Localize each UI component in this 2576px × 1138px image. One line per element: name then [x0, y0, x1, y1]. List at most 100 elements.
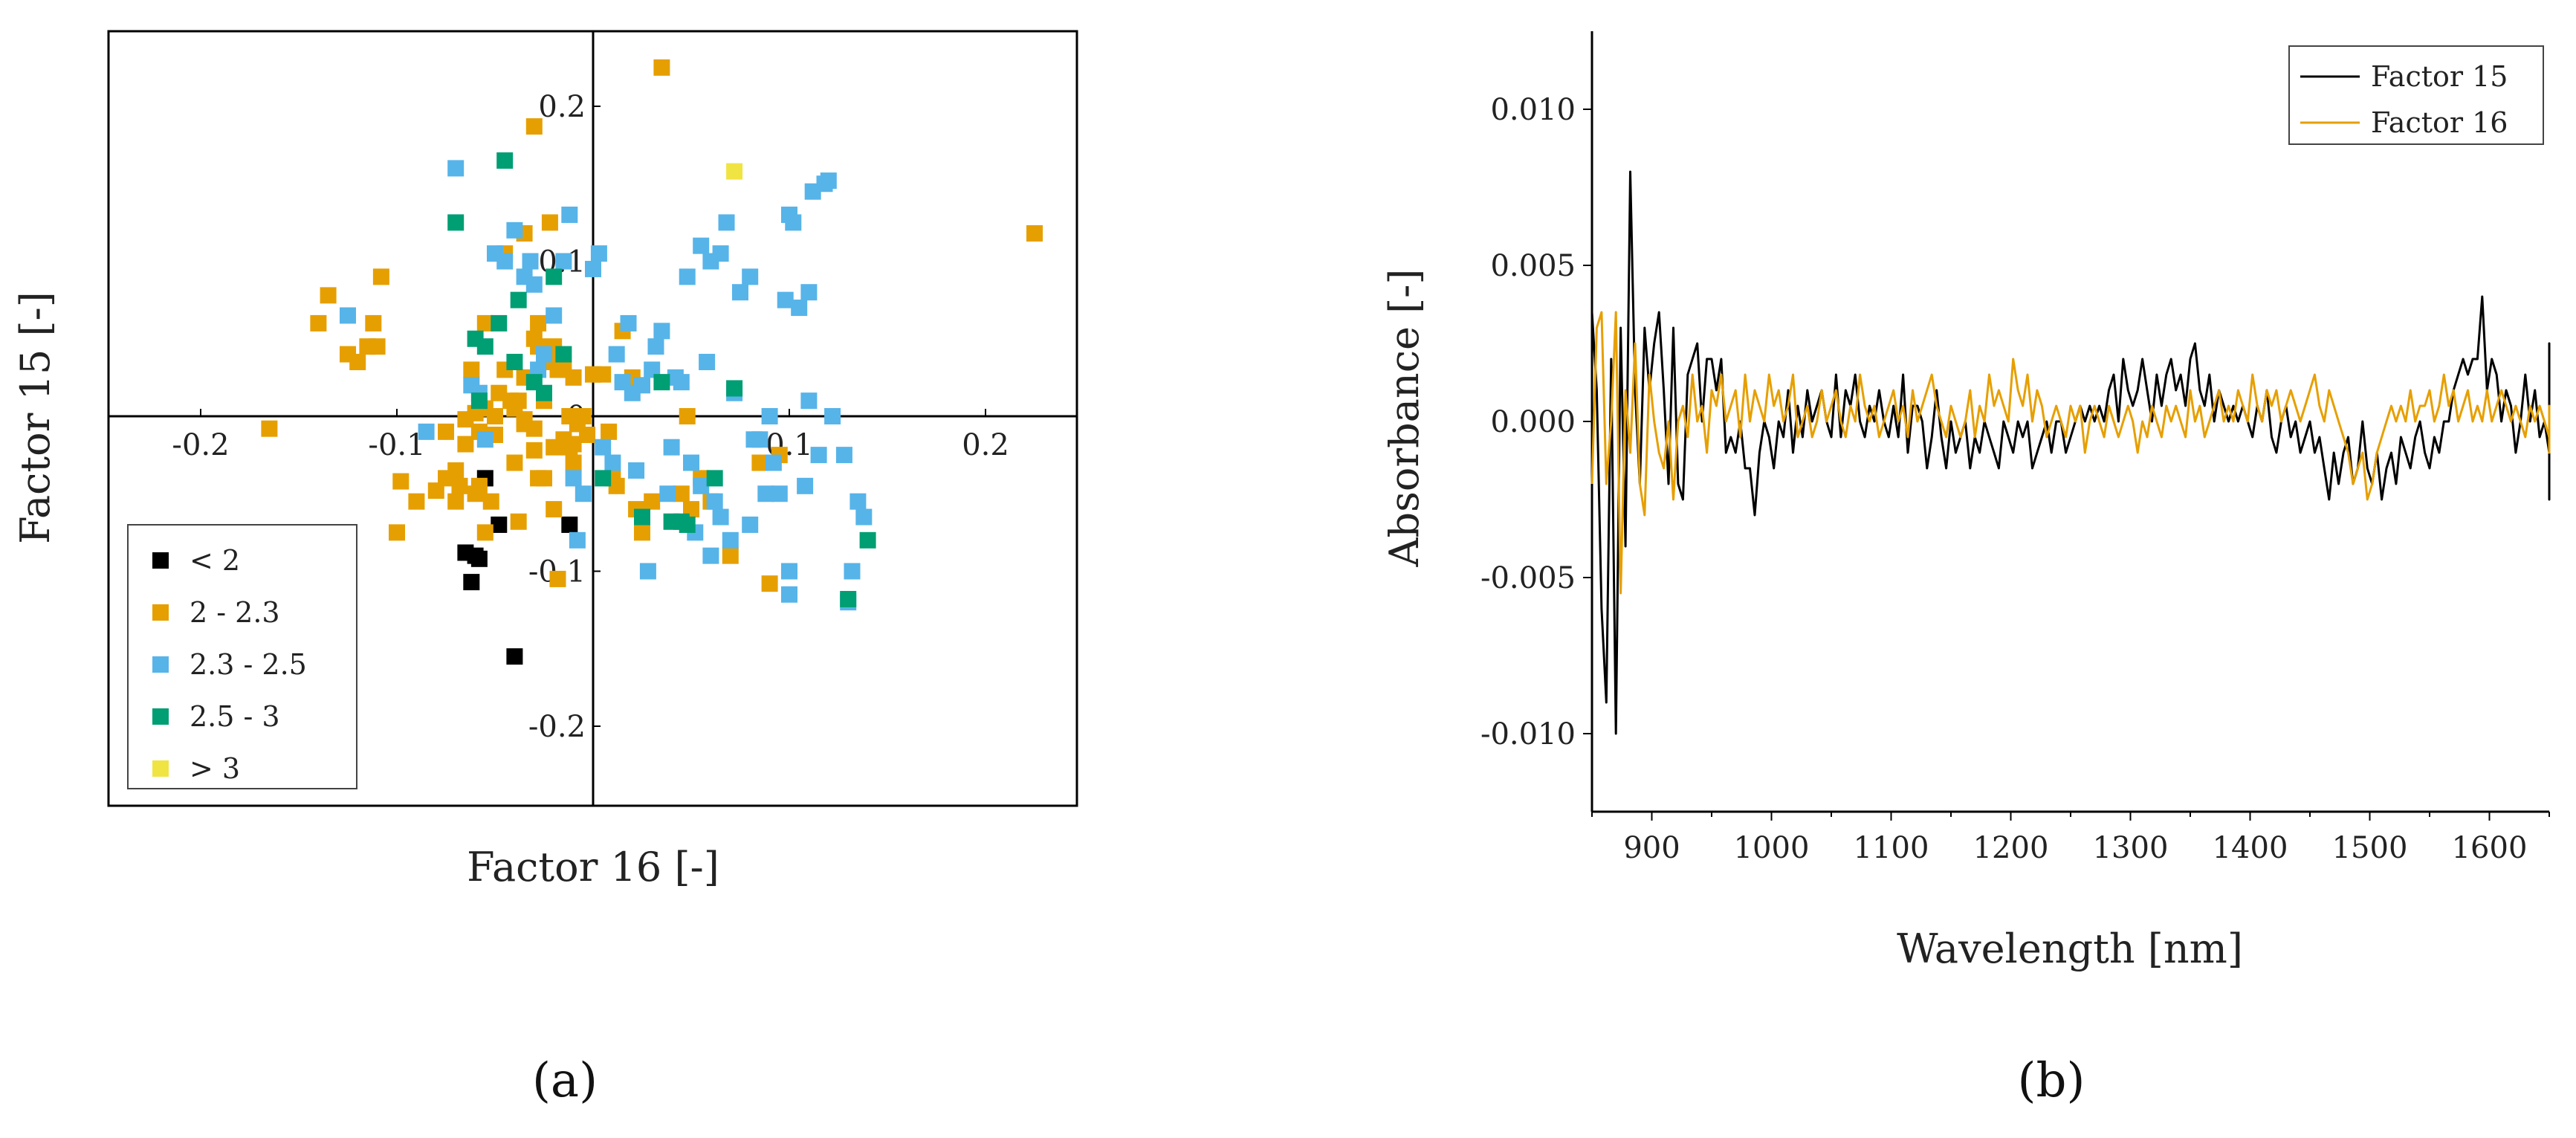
scatter-point	[810, 447, 827, 464]
scatter-point	[785, 214, 802, 231]
scatter-point	[781, 563, 797, 580]
scatter-point	[757, 485, 774, 502]
scatter-point	[389, 524, 405, 541]
scatter-point	[491, 516, 508, 533]
scatter-point	[590, 245, 607, 262]
scatter-point	[561, 206, 578, 223]
scatter-point	[761, 408, 778, 424]
scatter-point	[470, 392, 488, 410]
scatter-point	[470, 550, 488, 567]
scatter-point	[349, 354, 366, 371]
legend-label: 2 - 2.3	[190, 596, 280, 629]
scatter-point	[522, 253, 539, 270]
scatter-point	[530, 314, 547, 332]
scatter-points	[261, 59, 1043, 665]
scatter-point	[525, 276, 543, 293]
scatter-point	[595, 366, 612, 383]
legend-box-b	[2288, 45, 2544, 145]
scatter-point	[702, 547, 719, 564]
panel-label-a: (a)	[532, 1053, 598, 1108]
legend-swatch	[152, 656, 169, 673]
scatter-point	[476, 524, 493, 541]
scatter-point	[365, 314, 382, 332]
scatter-point	[722, 547, 739, 564]
x-tick-label: 1300	[2093, 831, 2169, 865]
scatter-point	[476, 338, 493, 355]
scatter-point	[718, 214, 735, 231]
scatter-point	[679, 408, 696, 424]
scatter-point	[712, 508, 729, 526]
scatter-point	[634, 524, 650, 541]
scatter-point	[595, 439, 612, 456]
scatter-point	[476, 314, 493, 332]
scatter-point	[653, 59, 670, 76]
x-tick-label: 1100	[1854, 831, 1929, 865]
y-tick-label: 0.000	[1490, 405, 1576, 439]
legend-label: > 3	[190, 752, 240, 785]
legend-swatch	[152, 760, 169, 777]
scatter-point	[673, 374, 690, 391]
scatter-point	[372, 268, 389, 285]
scatter-point	[506, 400, 523, 417]
legend-swatch	[152, 552, 169, 569]
scatter-point	[679, 516, 696, 533]
scatter-point	[506, 648, 523, 665]
scatter-point	[653, 323, 670, 340]
scatter-point	[855, 508, 873, 526]
line-tick-labels: 900 1000 1100 1200 1300 1400 1500 1600 -0.010 -0.…	[1480, 93, 2527, 865]
scatter-tick-labels: -0.2-0.10.10.2-0.2-0.100.10.2	[172, 90, 1009, 744]
scatter-point	[555, 253, 572, 270]
scatter-point	[530, 361, 547, 378]
scatter-point	[722, 531, 739, 549]
x-axis-title-b: Wavelength [nm]	[1897, 925, 2243, 972]
scatter-point	[575, 408, 592, 424]
scatter-point	[447, 214, 465, 231]
scatter-point	[408, 493, 425, 510]
legend-label: Factor 16	[2371, 106, 2508, 139]
scatter-point	[541, 214, 558, 231]
scatter-point	[565, 454, 582, 471]
scatter-point	[604, 454, 621, 471]
y-tick-label: -0.010	[1480, 717, 1576, 751]
scatter-point	[693, 477, 710, 494]
scatter-point	[820, 172, 837, 190]
scatter-point	[506, 222, 523, 239]
scatter-point	[765, 454, 782, 471]
scatter-point	[742, 268, 759, 285]
scatter-point	[565, 470, 582, 487]
x-tick-label: 1500	[2332, 831, 2408, 865]
scatter-point	[647, 338, 664, 355]
scatter-point	[470, 477, 488, 494]
scatter-point	[634, 377, 650, 394]
x-tick-label: 1200	[1973, 831, 2049, 865]
scatter-point	[835, 447, 852, 464]
scatter-point	[447, 493, 465, 510]
scatter-point	[457, 436, 474, 453]
scatter-point	[516, 416, 533, 433]
legend-label: 2.3 - 2.5	[190, 648, 307, 681]
scatter-point	[438, 423, 454, 440]
scatter-point	[457, 411, 474, 428]
series-line	[1590, 170, 2551, 735]
scatter-point	[496, 253, 514, 270]
scatter-point	[451, 477, 468, 494]
series-line	[1590, 311, 2551, 595]
x-tick-label: 900	[1623, 831, 1680, 865]
scatter-panel-a: -0.2-0.10.10.2-0.2-0.100.10.2 < 22 - 2.3…	[12, 30, 1078, 1108]
x-tick-label: 1600	[2452, 831, 2528, 865]
scatter-point	[575, 485, 592, 502]
scatter-point	[634, 508, 650, 526]
legend-swatch	[152, 708, 169, 725]
scatter-point	[608, 346, 625, 363]
scatter-point	[510, 513, 527, 530]
scatter-point	[732, 284, 748, 301]
scatter-point	[840, 591, 857, 608]
x-axis-title-a: Factor 16 [-]	[467, 844, 719, 890]
scatter-point	[800, 392, 818, 410]
scatter-point	[525, 118, 543, 135]
scatter-point	[777, 291, 794, 308]
scatter-point	[418, 423, 435, 440]
scatter-point	[706, 470, 723, 487]
scatter-point	[561, 516, 578, 533]
